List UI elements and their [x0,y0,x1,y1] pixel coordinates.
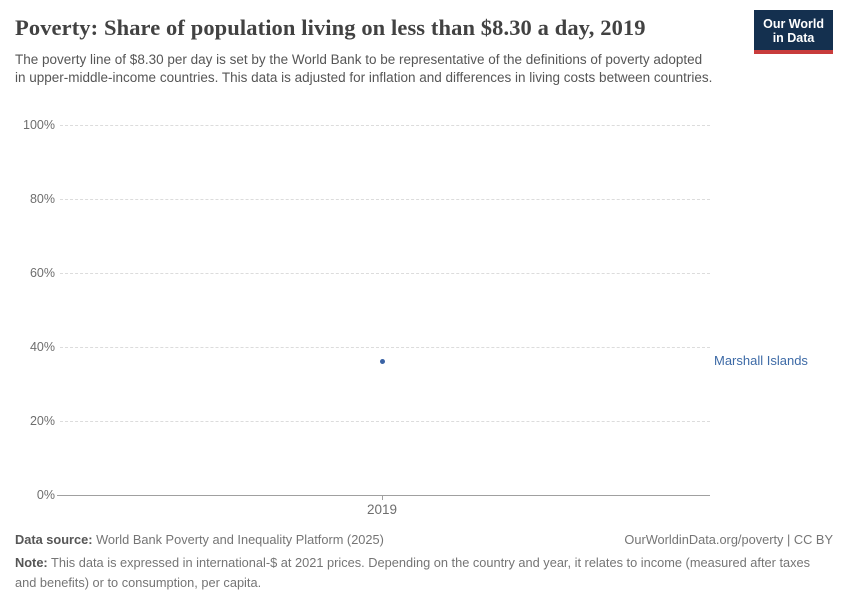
footer-source-row: Data source: World Bank Poverty and Ineq… [15,532,833,547]
y-axis-tick-label: 100% [23,118,55,132]
x-axis-line [57,495,710,496]
x-axis-tick-mark [382,495,383,500]
data-source-label: Data source: [15,532,93,547]
data-point[interactable] [379,358,385,364]
owid-logo[interactable]: Our World in Data [754,10,833,54]
data-source-text: Data source: World Bank Poverty and Ineq… [15,532,384,547]
footer-note: Note: This data is expressed in internat… [15,553,830,593]
owid-logo-line1: Our World [763,17,824,31]
x-axis-tick-label: 2019 [366,502,398,517]
gridline-20 [60,421,710,422]
gridline-60 [60,273,710,274]
owid-url-link[interactable]: OurWorldinData.org/poverty | CC BY [624,532,833,547]
y-axis-tick-label: 0% [36,488,55,502]
page-title: Poverty: Share of population living on l… [15,15,646,40]
gridline-80 [60,199,710,200]
chart-subtitle: The poverty line of $8.30 per day is set… [15,52,713,85]
y-axis-tick-label: 60% [29,266,55,280]
y-axis-tick-label: 20% [29,414,55,428]
data-source-value: World Bank Poverty and Inequality Platfo… [92,532,384,547]
y-axis-tick-label: 40% [29,340,55,354]
note-value: This data is expressed in international-… [15,555,811,590]
gridline-40 [60,347,710,348]
y-axis-tick-label: 80% [29,192,55,206]
entity-label[interactable]: Marshall Islands [714,353,808,369]
owid-logo-line2: in Data [772,31,815,45]
note-label: Note: [15,555,48,570]
gridline-100 [60,125,710,126]
